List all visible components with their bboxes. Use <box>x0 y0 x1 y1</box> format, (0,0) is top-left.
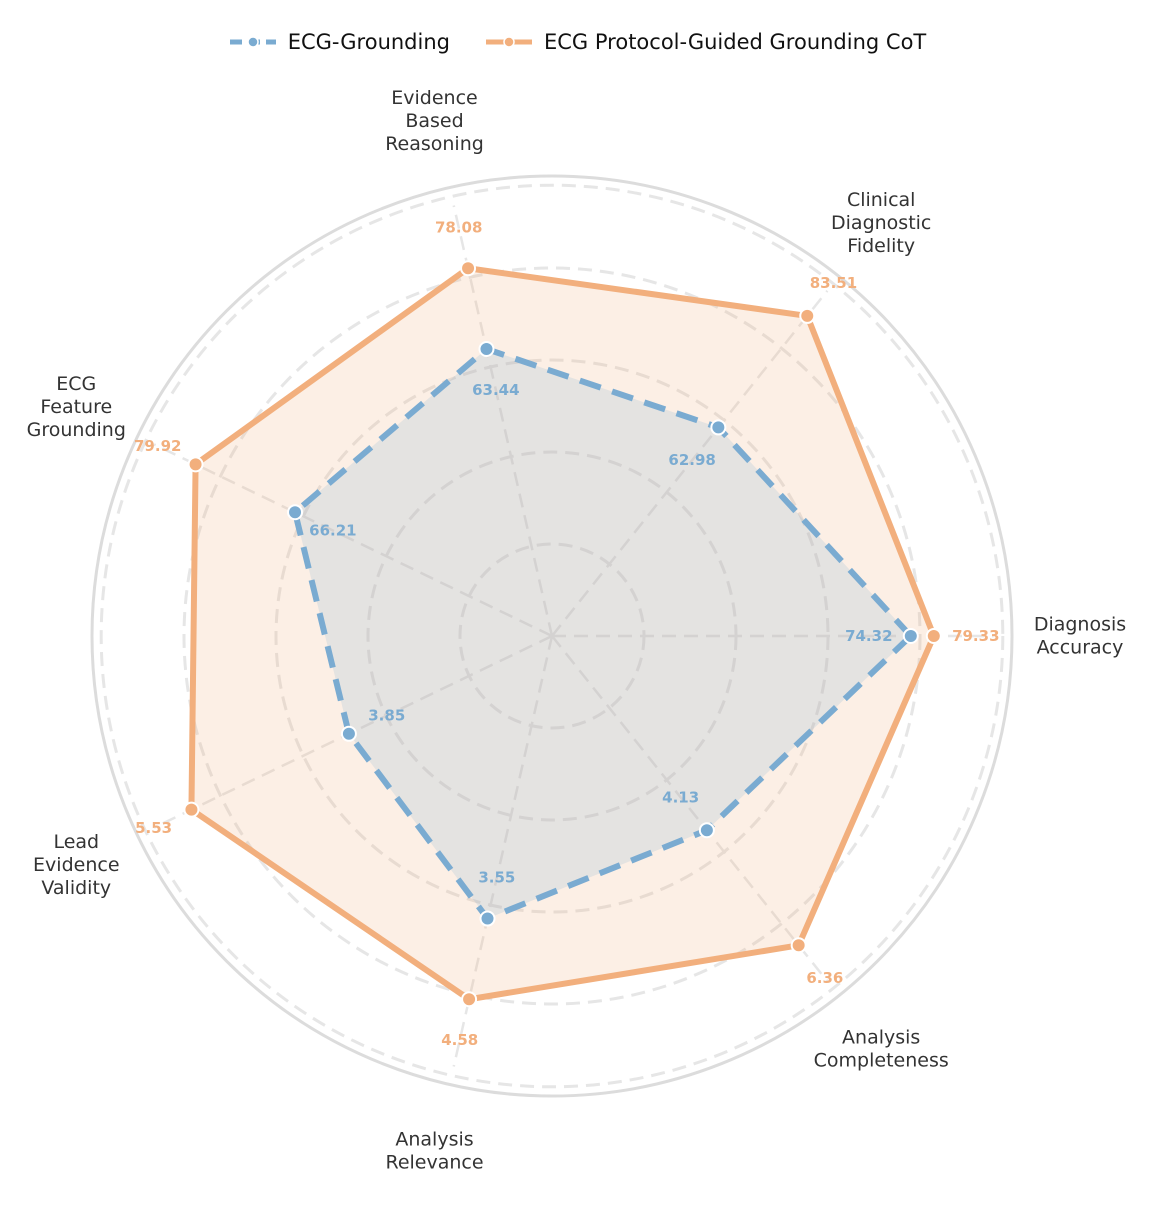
legend: ECG-Grounding ECG Protocol-Guided Groundi… <box>0 30 1154 54</box>
series-fill-2 <box>191 268 934 1000</box>
series-fill-1 <box>295 348 911 919</box>
series-2-point-7 <box>790 937 807 954</box>
axis-label-7-line-2: Completeness <box>814 1049 949 1071</box>
grid-ring-5 <box>99 183 1005 1089</box>
axis-label-3-line-1: Evidence <box>391 87 477 109</box>
series-2-point-2 <box>799 307 816 324</box>
spoke-3 <box>452 205 554 637</box>
series-2-value-5: 5.53 <box>135 819 172 837</box>
series-1-point-2 <box>710 419 727 436</box>
spoke-4 <box>153 443 553 638</box>
legend-swatch-1 <box>229 36 276 48</box>
series-1-value-2: 62.98 <box>668 451 715 469</box>
axis-label-4-line-1: ECG <box>56 373 96 395</box>
axis-label-1-line-2: Accuracy <box>1037 637 1124 659</box>
axis-label-3-line-2: Based <box>405 110 463 132</box>
axis-label-1-line-1: Diagnosis <box>1034 614 1126 636</box>
series-2-point-6 <box>461 991 478 1008</box>
series-2-value-3: 78.08 <box>435 218 482 236</box>
series-2-point-4 <box>187 456 204 473</box>
axis-label-3-line-3: Reasoning <box>385 133 484 155</box>
spoke-2 <box>551 289 829 637</box>
series-1-value-1: 74.32 <box>845 627 892 645</box>
series-line-1 <box>292 345 914 922</box>
legend-item-2: ECG Protocol-Guided Grounding CoT <box>484 30 926 54</box>
series-line-2 <box>188 265 937 1003</box>
series-2-value-6: 4.58 <box>441 1031 478 1049</box>
series-2-value-7: 6.36 <box>806 969 843 987</box>
series-2-value-1: 79.33 <box>952 627 999 645</box>
series-2-point-3 <box>460 260 477 277</box>
axis-label-4-line-2: Feature <box>40 396 112 418</box>
legend-item-1: ECG-Grounding <box>228 30 450 54</box>
axis-label-5-line-1: Lead <box>53 831 99 853</box>
series-1-value-3: 63.44 <box>472 381 519 399</box>
series-1-point-4 <box>287 504 304 521</box>
spoke-6 <box>452 635 554 1067</box>
series-1-point-7 <box>698 822 715 839</box>
series-1-point-5 <box>340 725 357 742</box>
spoke-7 <box>551 635 829 983</box>
axis-label-4-line-3: Grounding <box>27 419 126 441</box>
axis-label-7-line-1: Analysis <box>842 1026 920 1048</box>
series-2-point-1 <box>925 628 942 644</box>
series-1-point-1 <box>902 628 919 644</box>
axis-label-6-line-2: Relevance <box>385 1151 483 1173</box>
series-2-value-2: 83.51 <box>810 274 857 292</box>
series-2-point-5 <box>183 801 200 818</box>
axis-label-5-line-2: Evidence <box>33 854 119 876</box>
legend-label-1: ECG-Grounding <box>287 30 450 54</box>
series-1-value-5: 3.85 <box>368 707 405 725</box>
series-1-value-6: 3.55 <box>478 869 515 887</box>
legend-label-2: ECG Protocol-Guided Grounding CoT <box>544 30 927 54</box>
grid-ring-4 <box>182 266 922 1006</box>
series-1-value-4: 66.21 <box>309 521 356 539</box>
series-1-point-3 <box>478 340 495 357</box>
axis-label-6-line-1: Analysis <box>395 1128 473 1150</box>
axis-label-2-line-3: Fidelity <box>847 235 915 257</box>
axis-label-2-line-1: Clinical <box>847 189 916 211</box>
axis-label-2-line-2: Diagnostic <box>831 212 931 234</box>
axis-label-5-line-3: Validity <box>41 877 111 899</box>
series-2-value-4: 79.92 <box>134 437 181 455</box>
series-1-value-7: 4.13 <box>662 788 699 806</box>
legend-swatch-2 <box>486 36 532 48</box>
outer-ring <box>90 174 1014 1098</box>
series-1-point-6 <box>479 910 496 927</box>
